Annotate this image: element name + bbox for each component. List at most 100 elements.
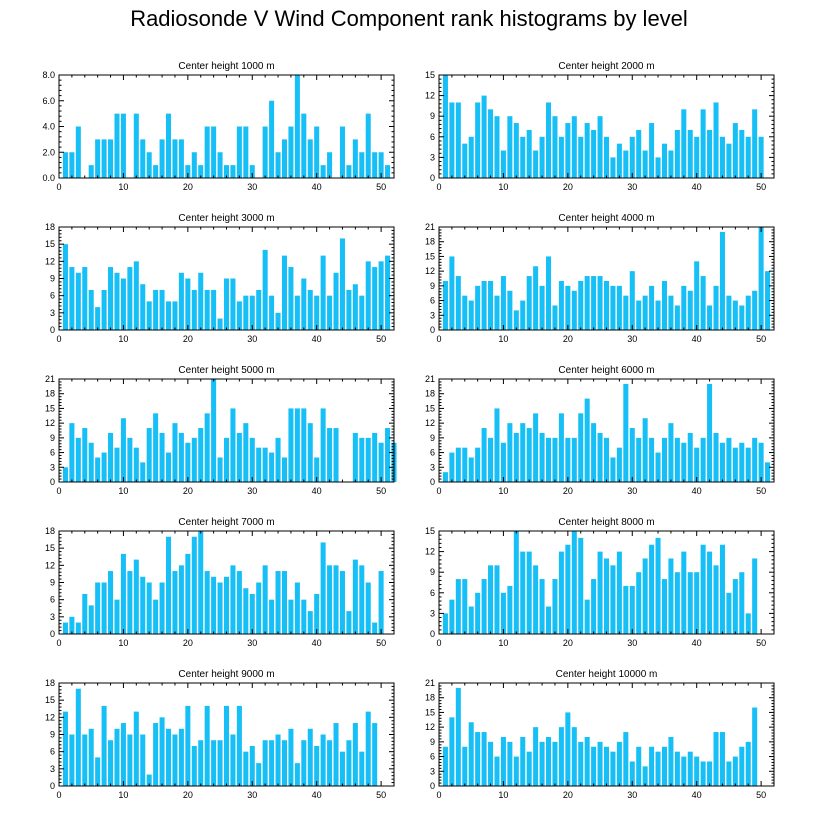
x-tick-label: 50	[756, 182, 766, 192]
y-tick-label: 9	[50, 433, 55, 443]
bar-21	[578, 280, 584, 330]
bar-16	[166, 452, 172, 482]
y-tick-label: 21	[45, 374, 55, 384]
bar-9	[120, 723, 126, 786]
y-tick-label: 18	[425, 237, 435, 247]
bar-42	[333, 565, 339, 634]
bar-49	[378, 571, 384, 634]
bar-21	[578, 741, 584, 786]
x-tick-label: 20	[563, 486, 573, 496]
bar-12	[520, 551, 526, 634]
x-tick-label: 20	[563, 182, 573, 192]
bar-9	[120, 553, 126, 634]
bar-45	[352, 723, 358, 786]
y-tick-label: 12	[425, 722, 435, 732]
y-tick-label: 3	[50, 462, 55, 472]
bar-20	[571, 290, 577, 330]
bar-6	[481, 95, 487, 178]
bar-12	[140, 576, 146, 634]
bar-32	[269, 740, 275, 786]
bar-22	[204, 413, 210, 482]
y-tick-label: 6	[50, 747, 55, 757]
bar-10	[127, 734, 133, 786]
bar-38	[307, 289, 313, 330]
bar-30	[636, 300, 642, 330]
bar-15	[159, 289, 165, 330]
bar-13	[526, 276, 532, 330]
bar-17	[172, 571, 178, 634]
x-tick-label: 50	[376, 790, 386, 800]
bar-31	[262, 740, 268, 786]
bar-31	[642, 295, 648, 330]
bar-22	[584, 398, 590, 482]
bar-40	[320, 408, 326, 482]
x-tick-label: 30	[627, 334, 637, 344]
bar-25	[603, 746, 610, 786]
histogram-panel-2: Center height 2000 m 0 3 6 9 12 15 0 10 20 30 40 50	[425, 61, 775, 192]
bar-9	[500, 442, 506, 482]
bar-12	[140, 139, 146, 179]
bar-44	[346, 165, 352, 179]
bar-16	[166, 728, 172, 786]
bar-0	[442, 746, 448, 786]
bar-44	[726, 143, 732, 178]
bar-11	[513, 310, 519, 330]
x-tick-label: 50	[376, 182, 386, 192]
bar-25	[603, 280, 610, 330]
bar-24	[217, 318, 223, 330]
bar-6	[481, 428, 487, 482]
bar-41	[707, 305, 713, 330]
bar-41	[707, 761, 713, 786]
bar-48	[752, 558, 758, 634]
bar-17	[552, 579, 558, 634]
bar-24	[597, 276, 603, 330]
bar-39	[314, 593, 320, 634]
panel-title: Center height 6000 m	[558, 365, 654, 376]
bar-41	[707, 551, 713, 634]
x-tick-label: 0	[436, 334, 441, 344]
bar-35	[288, 267, 294, 330]
y-tick-label: 6	[50, 595, 55, 605]
bar-27	[616, 143, 622, 178]
bar-18	[178, 139, 184, 179]
bar-18	[178, 272, 184, 330]
bar-49	[758, 442, 764, 482]
x-tick-label: 0	[436, 790, 441, 800]
bar-46	[359, 437, 365, 482]
y-tick-label: 6.0	[42, 96, 55, 106]
x-tick-label: 40	[692, 334, 702, 344]
y-tick-label: 9	[430, 737, 435, 747]
bar-22	[584, 276, 590, 330]
y-tick-label: 9	[50, 274, 55, 284]
bar-24	[217, 152, 223, 178]
y-tick-label: 15	[45, 239, 55, 249]
bar-25	[223, 576, 230, 634]
bar-35	[668, 150, 674, 178]
bar-34	[661, 437, 667, 482]
bar-7	[488, 741, 494, 786]
bar-40	[700, 437, 706, 482]
bar-8	[494, 565, 500, 634]
bar-45	[732, 300, 738, 330]
bar-35	[288, 728, 294, 786]
bar-17	[552, 116, 558, 178]
y-tick-label: 3	[430, 310, 435, 320]
x-tick-label: 50	[756, 790, 766, 800]
x-tick-label: 30	[247, 486, 257, 496]
bar-22	[584, 599, 590, 634]
bar-38	[687, 432, 693, 482]
bar-27	[236, 126, 242, 178]
y-tick-label: 18	[425, 693, 435, 703]
bar-43	[719, 442, 725, 482]
bar-1	[449, 599, 455, 634]
bar-4	[468, 606, 474, 634]
bar-31	[262, 447, 268, 482]
bar-15	[159, 717, 165, 786]
bar-47	[745, 741, 751, 786]
bar-2	[455, 102, 461, 178]
y-tick-label: 0	[430, 781, 435, 791]
bar-18	[558, 413, 564, 482]
bar-11	[133, 447, 139, 482]
bar-27	[616, 447, 622, 482]
bar-11	[513, 123, 519, 178]
